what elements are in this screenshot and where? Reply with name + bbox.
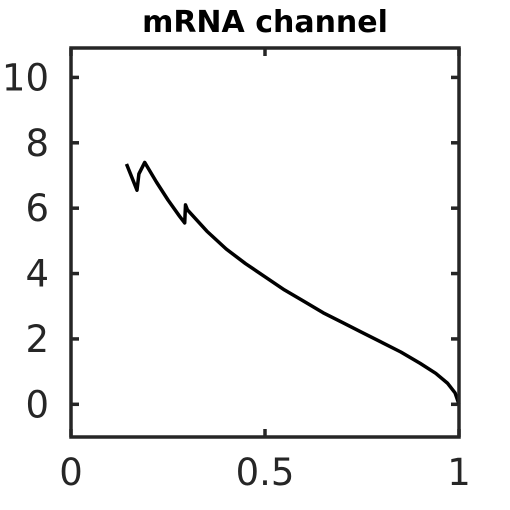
series-line (124, 160, 461, 405)
x-tick-label: 1 (447, 451, 471, 494)
y-tick-label: 2 (25, 318, 49, 361)
ticks-layer (69, 48, 461, 437)
chart-title: mRNA channel (142, 5, 388, 40)
y-tick-label: 4 (25, 253, 49, 296)
y-tick-label: 10 (2, 56, 49, 99)
y-tick-label: 6 (25, 187, 49, 230)
x-tick-label: 0.5 (236, 451, 295, 494)
y-tick-label: 0 (25, 383, 49, 426)
plot-frame (69, 46, 461, 439)
x-tick-label: 0 (59, 451, 83, 494)
y-tick-label: 8 (25, 122, 49, 165)
